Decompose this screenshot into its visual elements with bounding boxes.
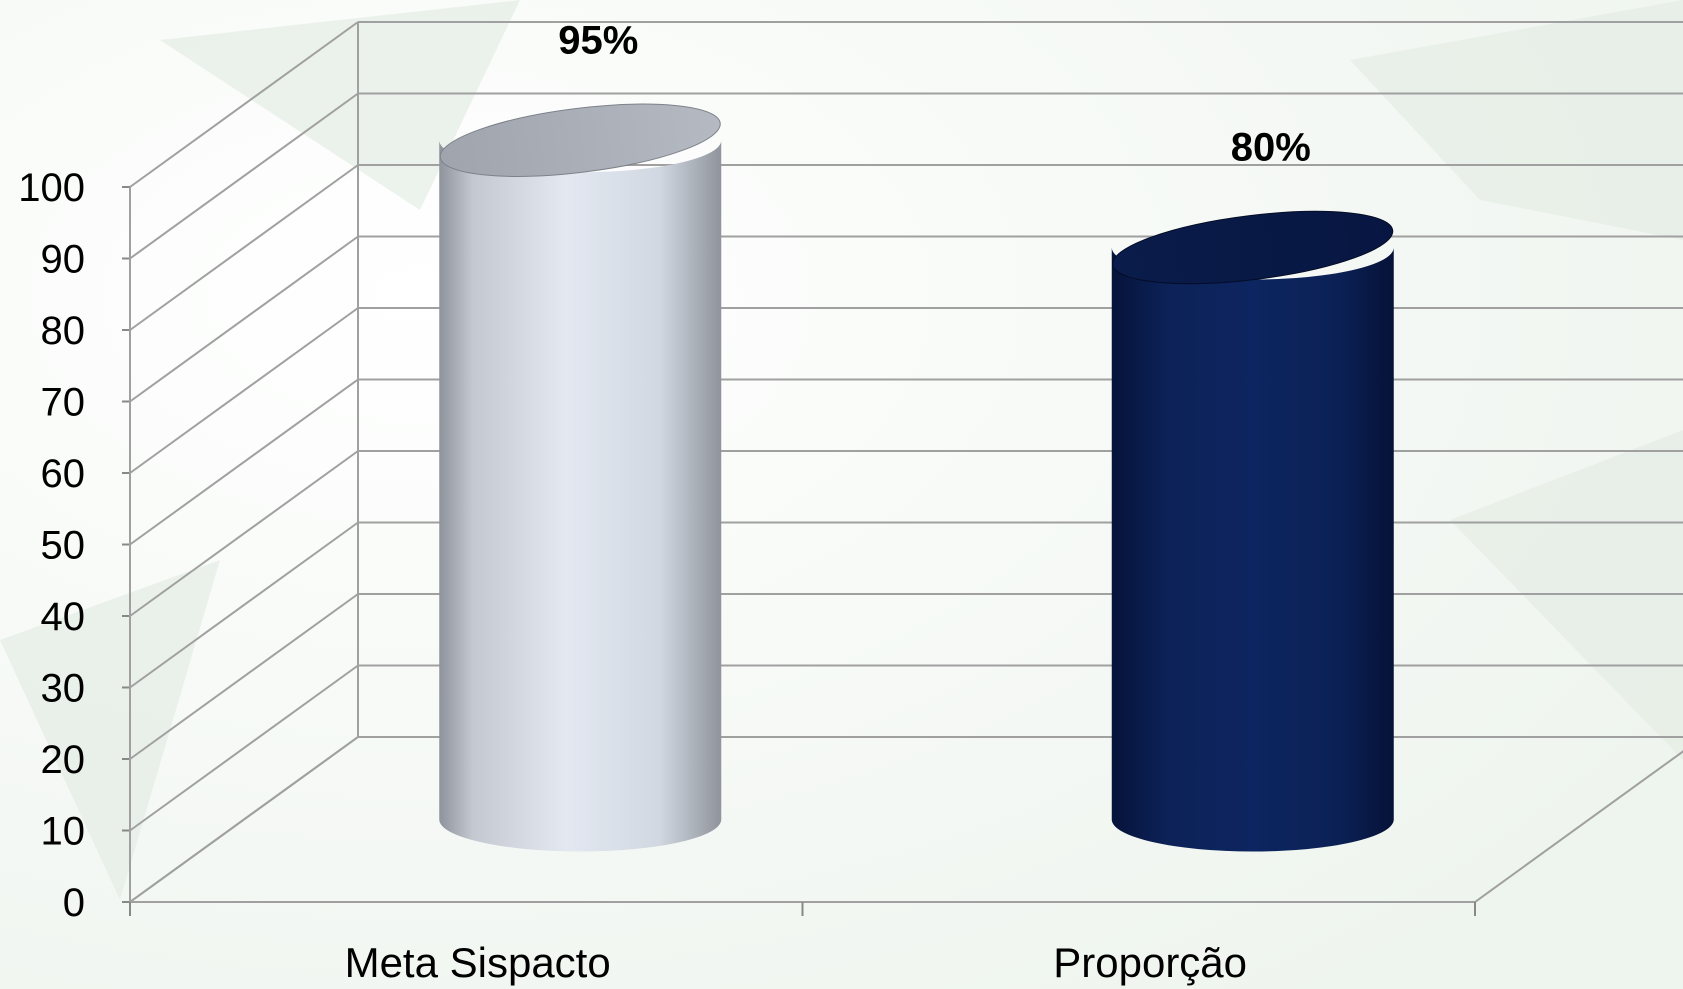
- bars: 95% 80%: [439, 18, 1394, 852]
- x-axis: Meta Sispacto Proporção: [345, 939, 1247, 986]
- y-tick-label: 90: [41, 238, 86, 282]
- bar-top: [1112, 210, 1394, 285]
- gridline-side: [129, 664, 359, 832]
- y-tick-label: 60: [41, 452, 86, 496]
- gridline-side: [129, 736, 359, 903]
- y-tick-label: 30: [41, 667, 86, 711]
- gridline-side: [129, 450, 359, 617]
- y-tick-label: 80: [41, 309, 86, 353]
- gridline-side: [129, 235, 359, 403]
- y-tick-label: 70: [41, 381, 86, 425]
- x-tick-label: Meta Sispacto: [345, 939, 611, 986]
- bar: 80%: [1111, 126, 1394, 852]
- data-label: 95%: [558, 18, 638, 62]
- bar-body: [439, 140, 722, 852]
- y-axis: 0 10 20 30 40 50 60 70 80 90 100: [18, 166, 85, 925]
- y-tick-label: 50: [41, 524, 86, 568]
- background-decoration: [0, 0, 1683, 900]
- gridline-side: [129, 521, 359, 689]
- y-tick-label: 20: [41, 738, 86, 782]
- gridline-side: [129, 164, 359, 331]
- bar-body: [1111, 247, 1394, 852]
- y-tick-label: 0: [63, 881, 85, 925]
- gridline-side: [129, 92, 359, 260]
- y-tick-label: 100: [18, 166, 85, 210]
- gridline-side: [129, 593, 359, 760]
- y-tick-label: 40: [41, 595, 86, 639]
- gridline-side: [129, 307, 359, 474]
- bar: 95%: [439, 18, 722, 852]
- data-label: 80%: [1231, 126, 1311, 170]
- y-tick-label: 10: [41, 810, 86, 854]
- gridline-side: [129, 378, 359, 546]
- bar-top: [439, 103, 721, 177]
- gridline-side: [129, 21, 359, 188]
- x-tick-label: Proporção: [1053, 939, 1247, 986]
